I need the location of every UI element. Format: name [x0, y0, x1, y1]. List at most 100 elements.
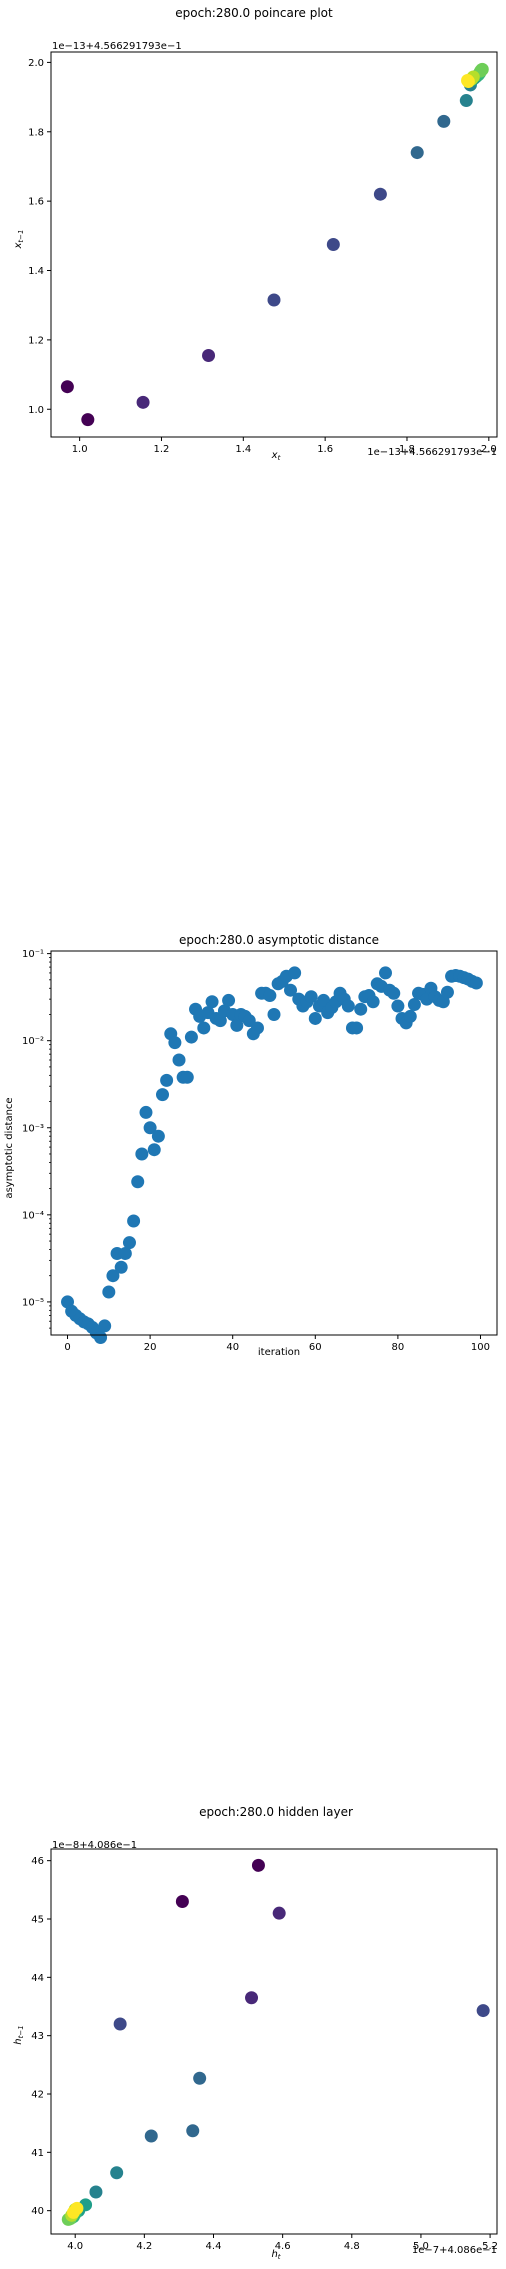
y-tick-label: 42 — [31, 2090, 44, 2101]
scatter-point — [151, 1129, 165, 1143]
x-tick-label: 1.6 — [317, 444, 333, 455]
scatter-point — [168, 1036, 182, 1050]
scatter-point — [267, 1007, 281, 1021]
scatter-point — [136, 395, 150, 409]
y-tick-label: 43 — [31, 2031, 44, 2042]
scatter-point — [81, 413, 95, 427]
x-ticks: 1.0 1.2 1.4 1.6 1.8 2.0 — [72, 437, 497, 455]
scatter-point — [308, 1011, 322, 1025]
x-tick-label: 4.8 — [344, 2241, 360, 2252]
x-offset-label: 1e−13+4.566291793e−1 — [367, 447, 497, 458]
x-tick-label: 40 — [226, 1342, 239, 1353]
y-axis-label: asymptotic distance — [4, 1097, 15, 1198]
scatter-point — [373, 187, 387, 201]
scatter-point — [98, 1319, 112, 1333]
scatter-point — [407, 998, 421, 1012]
y-tick-label: 10⁻⁴ — [22, 1210, 44, 1221]
scatter-point — [186, 2124, 200, 2138]
scatter-point — [230, 1018, 244, 1032]
x-tick-label: 4.6 — [275, 2241, 291, 2252]
scatter-point — [180, 1070, 194, 1084]
x-tick-label: 1.0 — [72, 444, 88, 455]
x-tick-label: 2.0 — [481, 444, 497, 455]
y-tick-label: 46 — [31, 1856, 44, 1867]
y-tick-label: 1.4 — [28, 266, 44, 277]
scatter-point — [70, 2201, 84, 2215]
y-ticks: 40 41 42 43 44 45 46 — [31, 1856, 51, 2217]
scatter-point — [304, 990, 318, 1004]
scatter-point — [251, 1858, 265, 1872]
scatter-point — [110, 2166, 124, 2180]
y-tick-label: 41 — [31, 2148, 44, 2159]
scatter-point — [469, 976, 483, 990]
scatter-point — [143, 1121, 157, 1135]
x-tick-label: 4.2 — [136, 2241, 152, 2252]
scatter-point — [193, 2071, 207, 2085]
x-tick-label: 4.4 — [206, 2241, 222, 2252]
scatter-point — [147, 1143, 161, 1157]
scatter-point — [205, 995, 219, 1009]
scatter-point — [440, 985, 454, 999]
scatter-point — [267, 293, 281, 307]
scatter-point — [350, 1021, 364, 1035]
scatter-point — [118, 1246, 132, 1260]
chart-title: epoch:280.0 poincare plot — [175, 6, 333, 20]
x-tick-label: 5.0 — [413, 2241, 429, 2252]
y-tick-label: 1.0 — [28, 405, 44, 416]
scatter-point — [475, 62, 489, 76]
x-axis-label: iteration — [258, 1347, 300, 1358]
x-tick-label: 0 — [64, 1342, 70, 1353]
chart-title: epoch:280.0 hidden layer — [199, 1805, 353, 1819]
scatter-point — [122, 1236, 136, 1250]
scatter-point — [410, 146, 424, 160]
scatter-point — [391, 999, 405, 1013]
y-tick-label: 2.0 — [28, 58, 44, 69]
x-tick-label: 20 — [144, 1342, 157, 1353]
scatter-point — [172, 1053, 186, 1067]
scatter-point — [288, 966, 302, 980]
x-tick-label: 1.4 — [235, 444, 251, 455]
x-tick-label: 5.2 — [482, 2241, 498, 2252]
scatter-point — [245, 1991, 259, 2005]
scatter-point — [354, 1002, 368, 1016]
scatter-point — [102, 1285, 116, 1299]
scatter-point — [461, 73, 475, 87]
scatter-point — [366, 995, 380, 1009]
scatter-point — [202, 348, 216, 362]
scatter-point — [175, 1895, 189, 1908]
poincare-plot: epoch:280.0 poincare plot 1e−13+4.566291… — [13, 6, 498, 462]
scatter-point — [263, 989, 277, 1003]
x-ticks: 0 20 40 60 80 100 — [64, 1335, 490, 1353]
scatter-point — [197, 1021, 211, 1035]
plot-frame — [50, 950, 498, 1336]
scatter-point — [437, 114, 451, 128]
scatter-point — [131, 1175, 145, 1189]
scatter-point — [113, 2017, 127, 2031]
scatter-point — [127, 1214, 141, 1228]
scatter-point — [284, 983, 298, 997]
x-tick-label: 60 — [309, 1342, 322, 1353]
scatter-points — [60, 62, 489, 427]
x-tick-label: 4.0 — [67, 2241, 83, 2252]
y-tick-label: 1.6 — [28, 197, 44, 208]
y-ticks: 10⁻⁵ 10⁻⁴ 10⁻³ 10⁻² 10⁻¹ — [22, 949, 51, 1329]
y-tick-label: 10⁻⁵ — [22, 1297, 44, 1308]
scatter-point — [89, 2185, 103, 2199]
scatter-point — [250, 1021, 264, 1035]
y-tick-label: 45 — [31, 1915, 44, 1926]
x-tick-label: 1.2 — [154, 444, 170, 455]
scatter-point — [403, 1009, 417, 1023]
x-tick-label: 100 — [471, 1342, 490, 1353]
y-tick-label: 10⁻² — [22, 1036, 44, 1047]
y-tick-label: 1.8 — [28, 127, 44, 138]
scatter-point — [326, 238, 340, 251]
scatter-point — [387, 986, 401, 1000]
scatter-point — [222, 993, 236, 1007]
scatter-point — [156, 1088, 169, 1102]
y-tick-label: 1.2 — [28, 335, 44, 346]
scatter-point — [459, 94, 473, 108]
scatter-points — [61, 1858, 490, 2226]
scatter-point — [114, 1260, 128, 1274]
